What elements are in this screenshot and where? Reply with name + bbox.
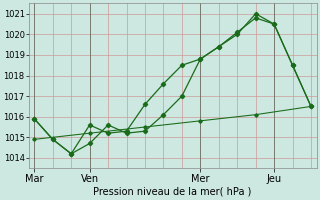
X-axis label: Pression niveau de la mer( hPa ): Pression niveau de la mer( hPa )	[93, 187, 252, 197]
